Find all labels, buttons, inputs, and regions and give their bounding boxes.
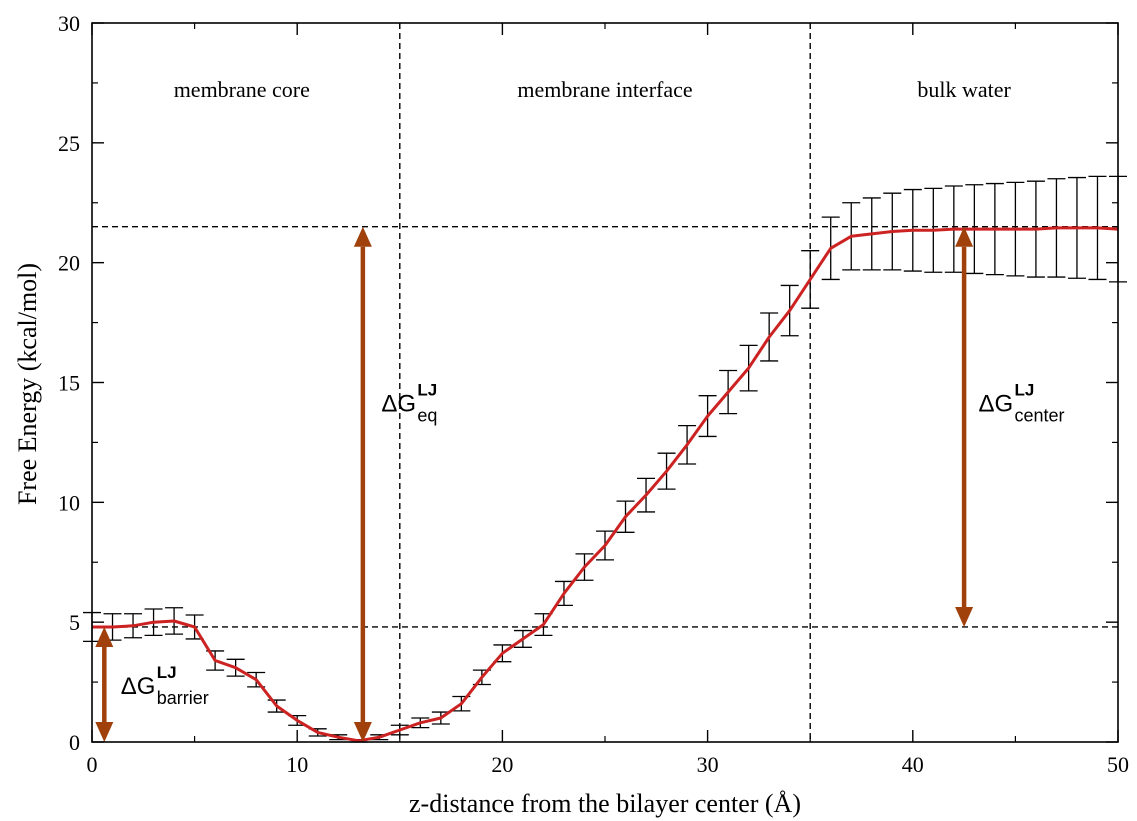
y-tick-label-6: 30 — [58, 11, 80, 36]
x-tick-label-2: 20 — [491, 752, 513, 777]
region-label-0: membrane core — [174, 77, 310, 102]
x-axis-title: z-distance from the bilayer center (Å) — [409, 789, 801, 818]
x-tick-label-4: 40 — [902, 752, 924, 777]
annotation-sup-0: LJ — [157, 663, 177, 682]
arrow-head-bottom-1 — [353, 722, 372, 742]
region-label-2: bulk water — [917, 77, 1011, 102]
x-tick-label-1: 10 — [286, 752, 308, 777]
x-tick-label-0: 0 — [87, 752, 98, 777]
annotation-base-1: ΔG — [381, 390, 416, 417]
y-tick-label-3: 15 — [58, 371, 80, 396]
y-tick-label-1: 5 — [69, 610, 80, 635]
annotation-sup-2: LJ — [1014, 380, 1034, 399]
arrow-head-top-0 — [95, 626, 114, 647]
annotation-base-2: ΔG — [978, 390, 1013, 417]
x-tick-label-5: 50 — [1107, 752, 1129, 777]
y-tick-label-0: 0 — [69, 730, 80, 755]
series-line-0 — [92, 226, 1119, 743]
region-labels: membrane core membrane interface bulk wate… — [174, 77, 1012, 102]
series-lines — [92, 226, 1119, 743]
annotation-base-0: ΔG — [121, 673, 156, 700]
guide-lines — [92, 23, 1118, 742]
arrow-head-bottom-2 — [955, 606, 974, 627]
annotation-sup-1: LJ — [417, 380, 437, 399]
axis-ticks: 0 10 20 30 40 50 0 5 10 15 20 25 30 — [58, 11, 1129, 777]
arrow-head-top-1 — [353, 226, 372, 247]
arrows — [95, 226, 974, 742]
y-tick-label-2: 10 — [58, 490, 80, 515]
arrow-head-top-2 — [955, 226, 974, 247]
y-tick-label-4: 20 — [58, 251, 80, 276]
annotation-sub-1: eq — [417, 405, 437, 425]
annotation-sub-2: center — [1014, 405, 1064, 425]
arrow-head-bottom-0 — [95, 722, 114, 742]
y-axis-title: Free Energy (kcal/mol) — [13, 263, 42, 505]
y-tick-label-5: 25 — [58, 131, 80, 156]
annotation-sub-0: barrier — [157, 688, 209, 708]
x-tick-label-3: 30 — [697, 752, 719, 777]
region-label-1: membrane interface — [517, 77, 692, 102]
